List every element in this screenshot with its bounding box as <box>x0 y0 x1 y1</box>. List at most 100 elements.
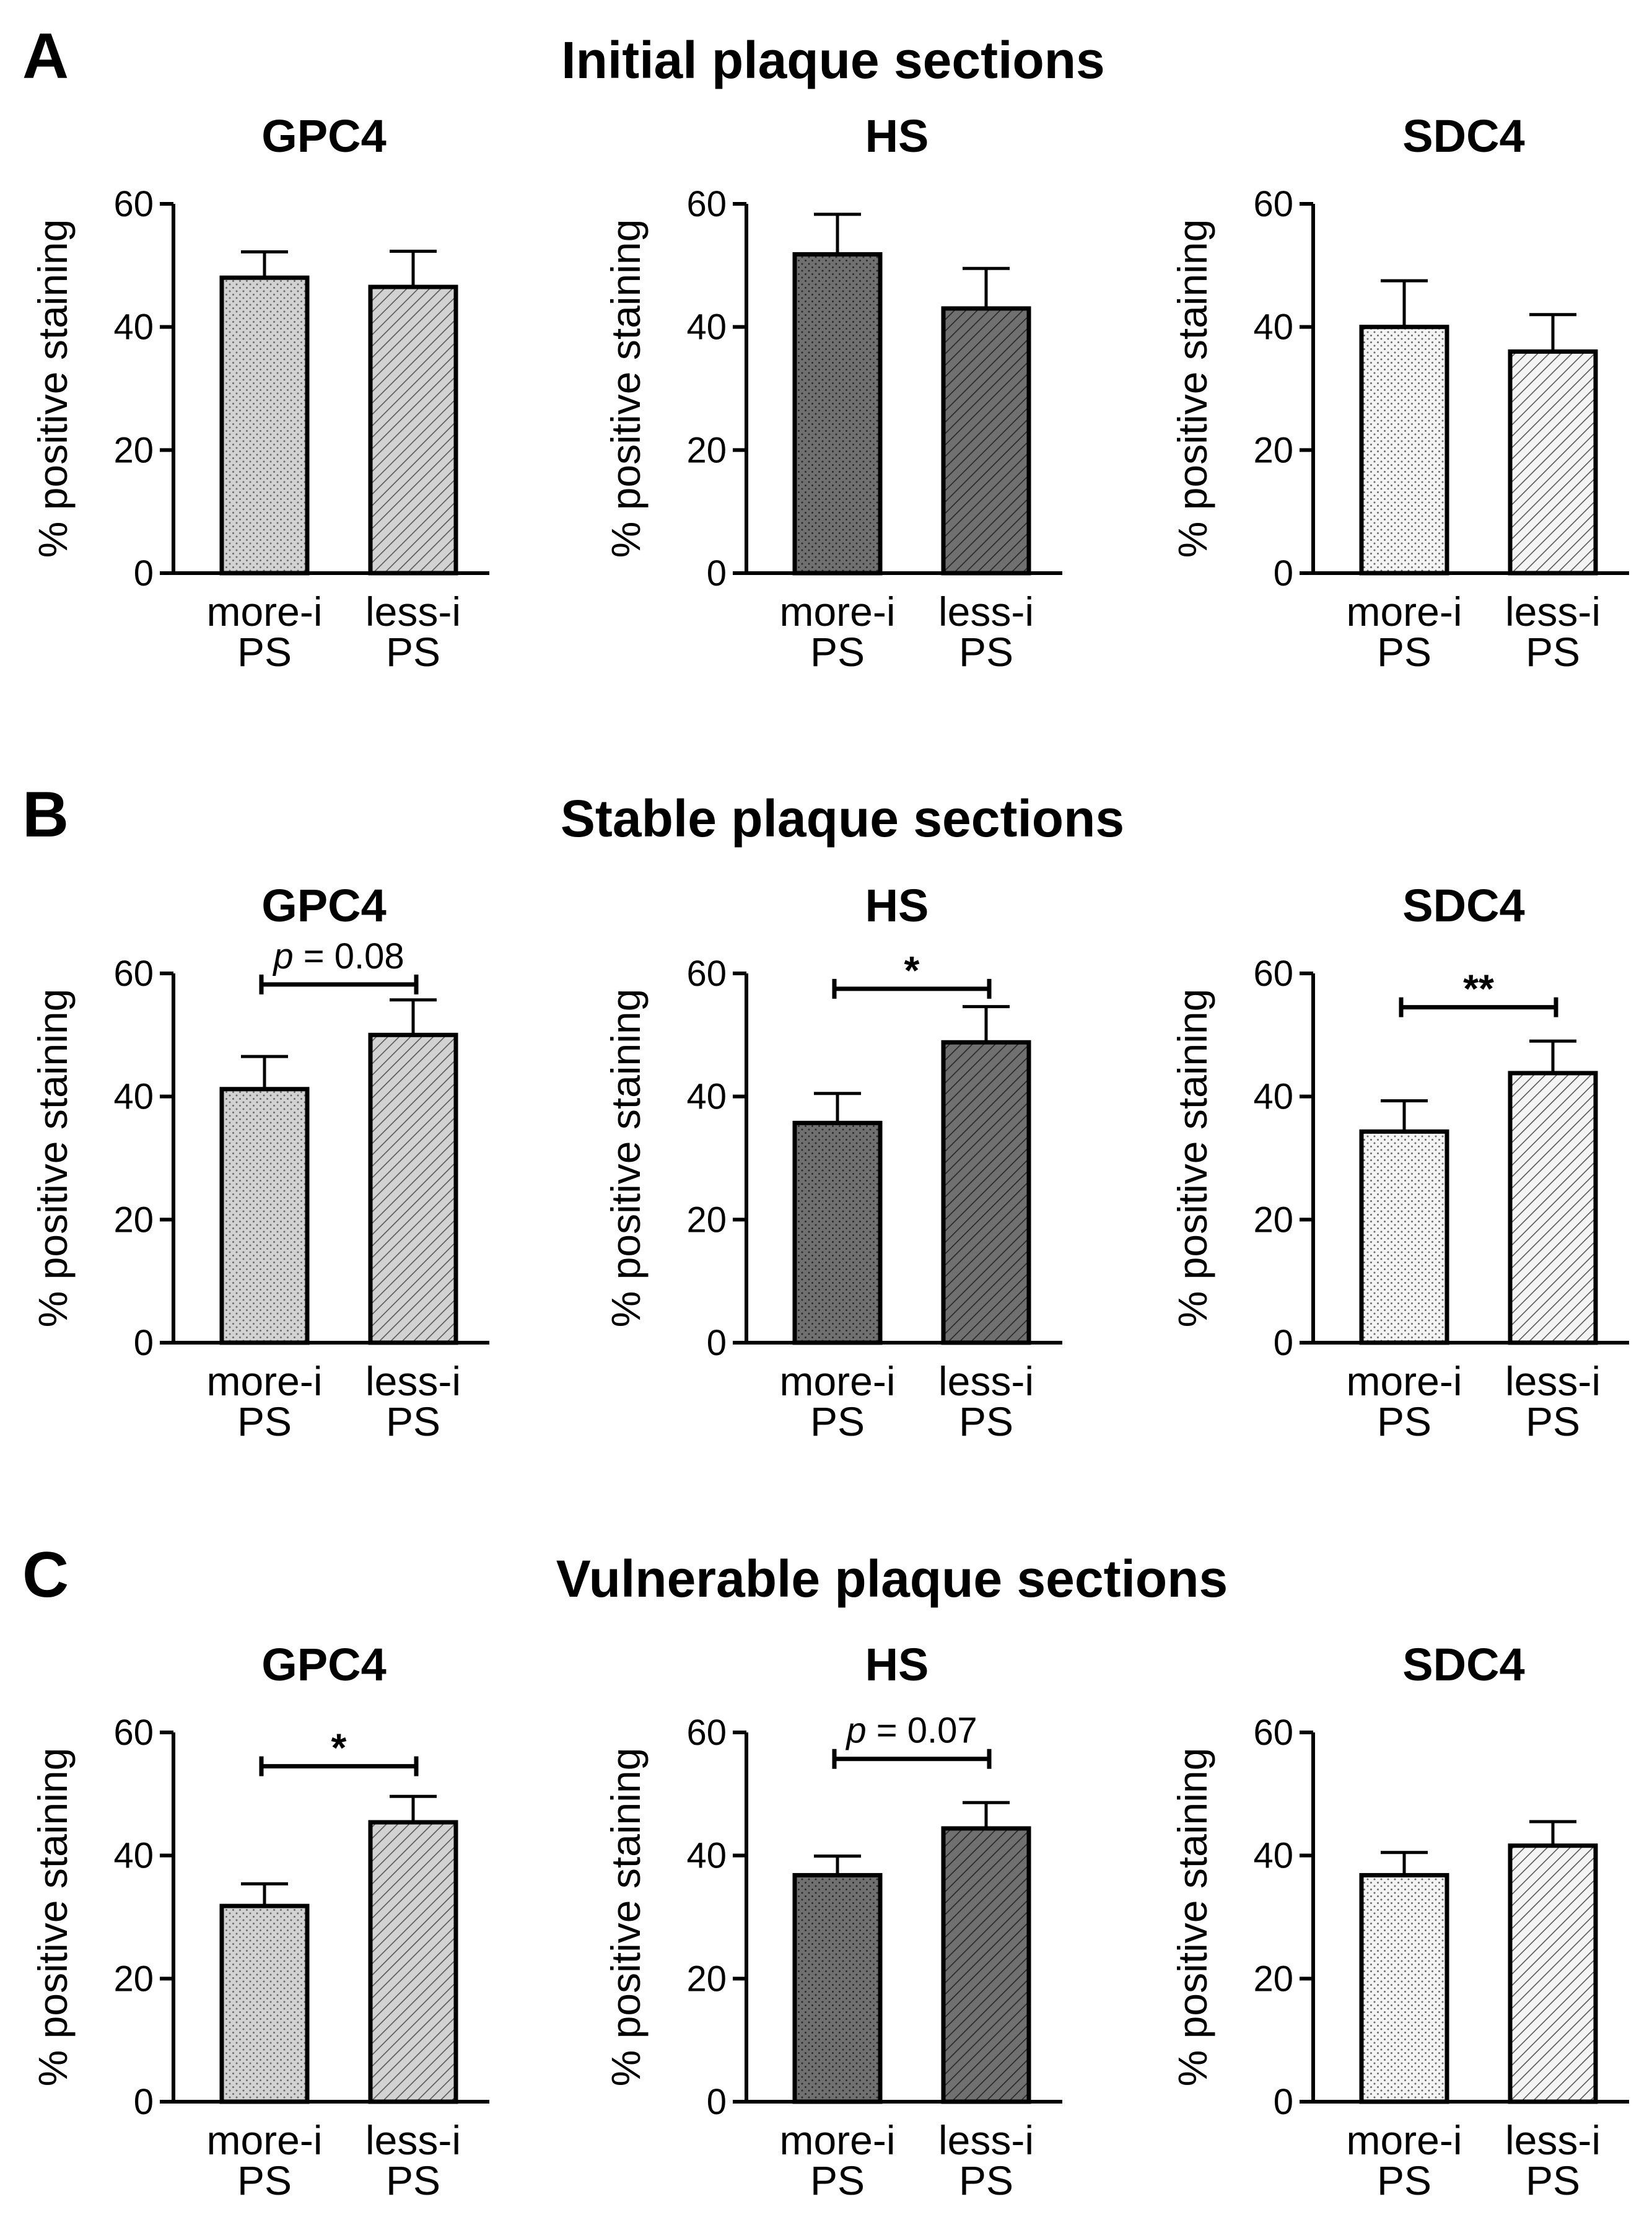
charts-grid: GPC4% positive staining0204060more-iPSle… <box>30 110 1629 2203</box>
x-tick-label: less-i <box>1505 589 1601 634</box>
x-tick-label-line2: PS <box>1526 1398 1580 1444</box>
x-tick-label-line2: PS <box>959 1398 1013 1444</box>
y-tick-label: 0 <box>1274 2082 1293 2122</box>
y-tick-label: 60 <box>686 184 727 224</box>
y-axis-label: % positive staining <box>603 989 649 1328</box>
chart-a-gpc4: GPC4% positive staining0204060more-iPSle… <box>30 110 489 675</box>
y-axis-label: % positive staining <box>30 219 76 558</box>
x-tick-label-line2: PS <box>386 629 440 675</box>
panel-letter-b: B <box>22 779 69 851</box>
y-tick-label: 60 <box>686 1713 727 1753</box>
chart-c-gpc4: GPC4% positive staining0204060more-iPSle… <box>30 1639 489 2203</box>
bar-more-i <box>1359 1872 1449 2104</box>
y-axis-label: % positive staining <box>1169 219 1215 558</box>
x-tick-label: more-i <box>779 589 895 634</box>
y-tick-label: 40 <box>1253 307 1293 348</box>
bar-less-i <box>368 284 458 576</box>
panel-title-c: Vulnerable plaque sections <box>556 1550 1228 1608</box>
y-tick-label: 20 <box>1253 1959 1293 1999</box>
bar-more-i <box>219 1903 310 2104</box>
x-tick-label-line2: PS <box>1377 1398 1431 1444</box>
y-tick-label: 20 <box>113 1200 154 1240</box>
chart-c-sdc4: SDC4% positive staining0204060more-iPSle… <box>1169 1639 1629 2203</box>
x-tick-label-line2: PS <box>1377 2157 1431 2203</box>
chart-title: HS <box>865 1639 929 1690</box>
bar-less-i <box>1508 1843 1598 2104</box>
y-tick-label: 40 <box>686 1836 727 1876</box>
x-tick-label: more-i <box>1346 589 1462 634</box>
significance-label: p = 0.08 <box>272 936 404 976</box>
x-tick-label: more-i <box>779 2117 895 2163</box>
y-tick-label: 60 <box>113 954 154 994</box>
chart-title: SDC4 <box>1402 1639 1524 1690</box>
y-tick-label: 20 <box>113 430 154 470</box>
x-tick-label: less-i <box>365 1358 461 1404</box>
y-axis-label: % positive staining <box>30 989 76 1328</box>
bar-more-i <box>792 252 883 576</box>
y-tick-label: 20 <box>686 430 727 470</box>
bar-less-i <box>941 1826 1031 2104</box>
x-tick-label: more-i <box>779 1358 895 1404</box>
chart-a-sdc4: SDC4% positive staining0204060more-iPSle… <box>1169 110 1629 675</box>
bar-more-i <box>1359 325 1449 576</box>
y-tick-label: 20 <box>686 1200 727 1240</box>
bar-more-i <box>792 1120 883 1345</box>
x-tick-label-line2: PS <box>959 629 1013 675</box>
significance-bracket <box>259 1756 419 1776</box>
x-tick-label: more-i <box>206 2117 322 2163</box>
y-tick-label: 40 <box>113 307 154 348</box>
y-tick-label: 60 <box>686 954 727 994</box>
significance-label: * <box>904 948 920 993</box>
x-tick-label: more-i <box>1346 2117 1462 2163</box>
x-tick-label-line2: PS <box>237 2157 292 2203</box>
chart-b-gpc4: GPC4% positive staining0204060more-iPSle… <box>30 880 489 1444</box>
bar-more-i <box>219 275 310 576</box>
chart-b-sdc4: SDC4% positive staining0204060more-iPSle… <box>1169 880 1629 1444</box>
y-tick-label: 0 <box>1274 553 1293 594</box>
y-tick-label: 40 <box>1253 1077 1293 1117</box>
bar-less-i <box>941 1040 1031 1345</box>
y-axis-label: % positive staining <box>30 1748 76 2087</box>
y-axis-label: % positive staining <box>603 219 649 558</box>
y-tick-label: 0 <box>707 553 727 594</box>
x-tick-label-line2: PS <box>386 2157 440 2203</box>
x-tick-label-line2: PS <box>810 2157 865 2203</box>
y-tick-label: 40 <box>686 307 727 348</box>
x-tick-label: more-i <box>1346 1358 1462 1404</box>
y-tick-label: 0 <box>134 553 154 594</box>
y-axis-label: % positive staining <box>603 1748 649 2087</box>
x-tick-label: more-i <box>206 589 322 634</box>
x-tick-label: less-i <box>938 2117 1034 2163</box>
chart-title: GPC4 <box>261 880 387 931</box>
y-tick-label: 20 <box>1253 1200 1293 1240</box>
x-tick-label-line2: PS <box>1526 629 1580 675</box>
bar-more-i <box>792 1872 883 2104</box>
y-tick-label: 40 <box>1253 1836 1293 1876</box>
x-tick-label: less-i <box>365 589 461 634</box>
y-tick-label: 60 <box>113 1713 154 1753</box>
x-tick-label: less-i <box>1505 2117 1601 2163</box>
y-tick-label: 60 <box>113 184 154 224</box>
bar-less-i <box>1508 1071 1598 1345</box>
y-tick-label: 40 <box>686 1077 727 1117</box>
x-tick-label-line2: PS <box>237 1398 292 1444</box>
x-tick-label-line2: PS <box>237 629 292 675</box>
significance-label: p = 0.07 <box>845 1711 977 1751</box>
y-tick-label: 40 <box>113 1836 154 1876</box>
y-tick-label: 0 <box>134 1323 154 1363</box>
bar-less-i <box>368 1032 458 1345</box>
x-tick-label: more-i <box>206 1358 322 1404</box>
y-tick-label: 0 <box>134 2082 154 2122</box>
chart-title: GPC4 <box>261 110 387 162</box>
chart-c-hs: HS% positive staining0204060more-iPSless… <box>603 1639 1062 2203</box>
panel-letter-c: C <box>22 1539 69 1611</box>
panel-title-b: Stable plaque sections <box>561 789 1124 848</box>
chart-title: HS <box>865 110 929 162</box>
bar-more-i <box>1359 1129 1449 1345</box>
y-axis-label: % positive staining <box>1169 989 1215 1328</box>
significance-label: ** <box>1463 967 1494 1011</box>
bar-less-i <box>1508 349 1598 576</box>
x-tick-label-line2: PS <box>1526 2157 1580 2203</box>
y-axis-label: % positive staining <box>1169 1748 1215 2087</box>
